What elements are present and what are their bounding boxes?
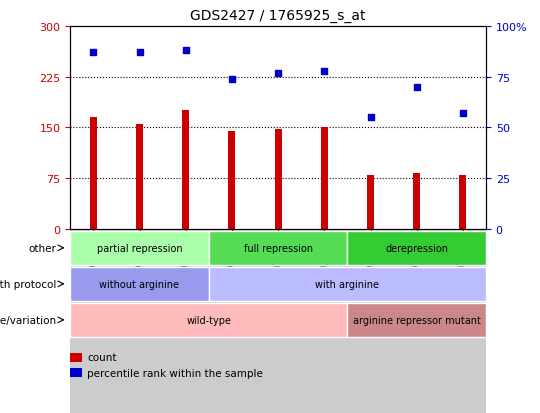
Bar [209, 229, 255, 413]
Bar [255, 229, 301, 413]
Text: growth protocol: growth protocol [0, 279, 57, 289]
Bar [70, 229, 117, 413]
Bar [275, 130, 281, 229]
Point [458, 111, 467, 117]
Bar [440, 229, 486, 413]
Bar [460, 175, 467, 229]
Text: without arginine: without arginine [99, 279, 179, 289]
Bar [182, 111, 189, 229]
Point [320, 68, 329, 75]
Bar [347, 229, 394, 413]
Text: genotype/variation: genotype/variation [0, 315, 57, 325]
Text: with arginine: with arginine [315, 279, 380, 289]
Bar [394, 229, 440, 413]
Text: wild-type: wild-type [186, 315, 231, 325]
Point [366, 114, 375, 121]
Bar [163, 229, 209, 413]
Text: derepression: derepression [385, 243, 448, 253]
Point [135, 50, 144, 57]
Bar [136, 125, 143, 229]
Point [274, 70, 282, 77]
Bar [321, 128, 328, 229]
Point [181, 48, 190, 55]
Point [227, 76, 236, 83]
Text: partial repression: partial repression [97, 243, 183, 253]
Title: GDS2427 / 1765925_s_at: GDS2427 / 1765925_s_at [191, 9, 366, 23]
Text: full repression: full repression [244, 243, 313, 253]
Text: percentile rank within the sample: percentile rank within the sample [87, 368, 264, 378]
Text: other: other [29, 243, 57, 253]
Text: count: count [87, 352, 117, 362]
Point [89, 50, 98, 57]
Bar [367, 175, 374, 229]
Bar [301, 229, 347, 413]
Bar [117, 229, 163, 413]
Bar [90, 118, 97, 229]
Bar [228, 131, 235, 229]
Bar [413, 174, 420, 229]
Point [413, 84, 421, 91]
Text: arginine repressor mutant: arginine repressor mutant [353, 315, 481, 325]
